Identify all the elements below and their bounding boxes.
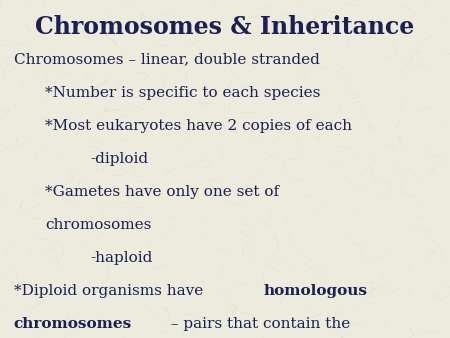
Text: homologous: homologous xyxy=(264,284,368,298)
Text: *Most eukaryotes have 2 copies of each: *Most eukaryotes have 2 copies of each xyxy=(45,119,352,132)
Text: – pairs that contain the: – pairs that contain the xyxy=(166,317,351,331)
Text: *Number is specific to each species: *Number is specific to each species xyxy=(45,86,320,99)
Text: Chromosomes & Inheritance: Chromosomes & Inheritance xyxy=(36,15,414,39)
Text: Chromosomes – linear, double stranded: Chromosomes – linear, double stranded xyxy=(14,52,320,66)
Text: -diploid: -diploid xyxy=(90,152,148,166)
Text: chromosomes: chromosomes xyxy=(14,317,132,331)
Text: *Diploid organisms have: *Diploid organisms have xyxy=(14,284,207,298)
Text: -haploid: -haploid xyxy=(90,251,153,265)
Text: chromosomes: chromosomes xyxy=(45,218,151,232)
Text: *Gametes have only one set of: *Gametes have only one set of xyxy=(45,185,279,199)
